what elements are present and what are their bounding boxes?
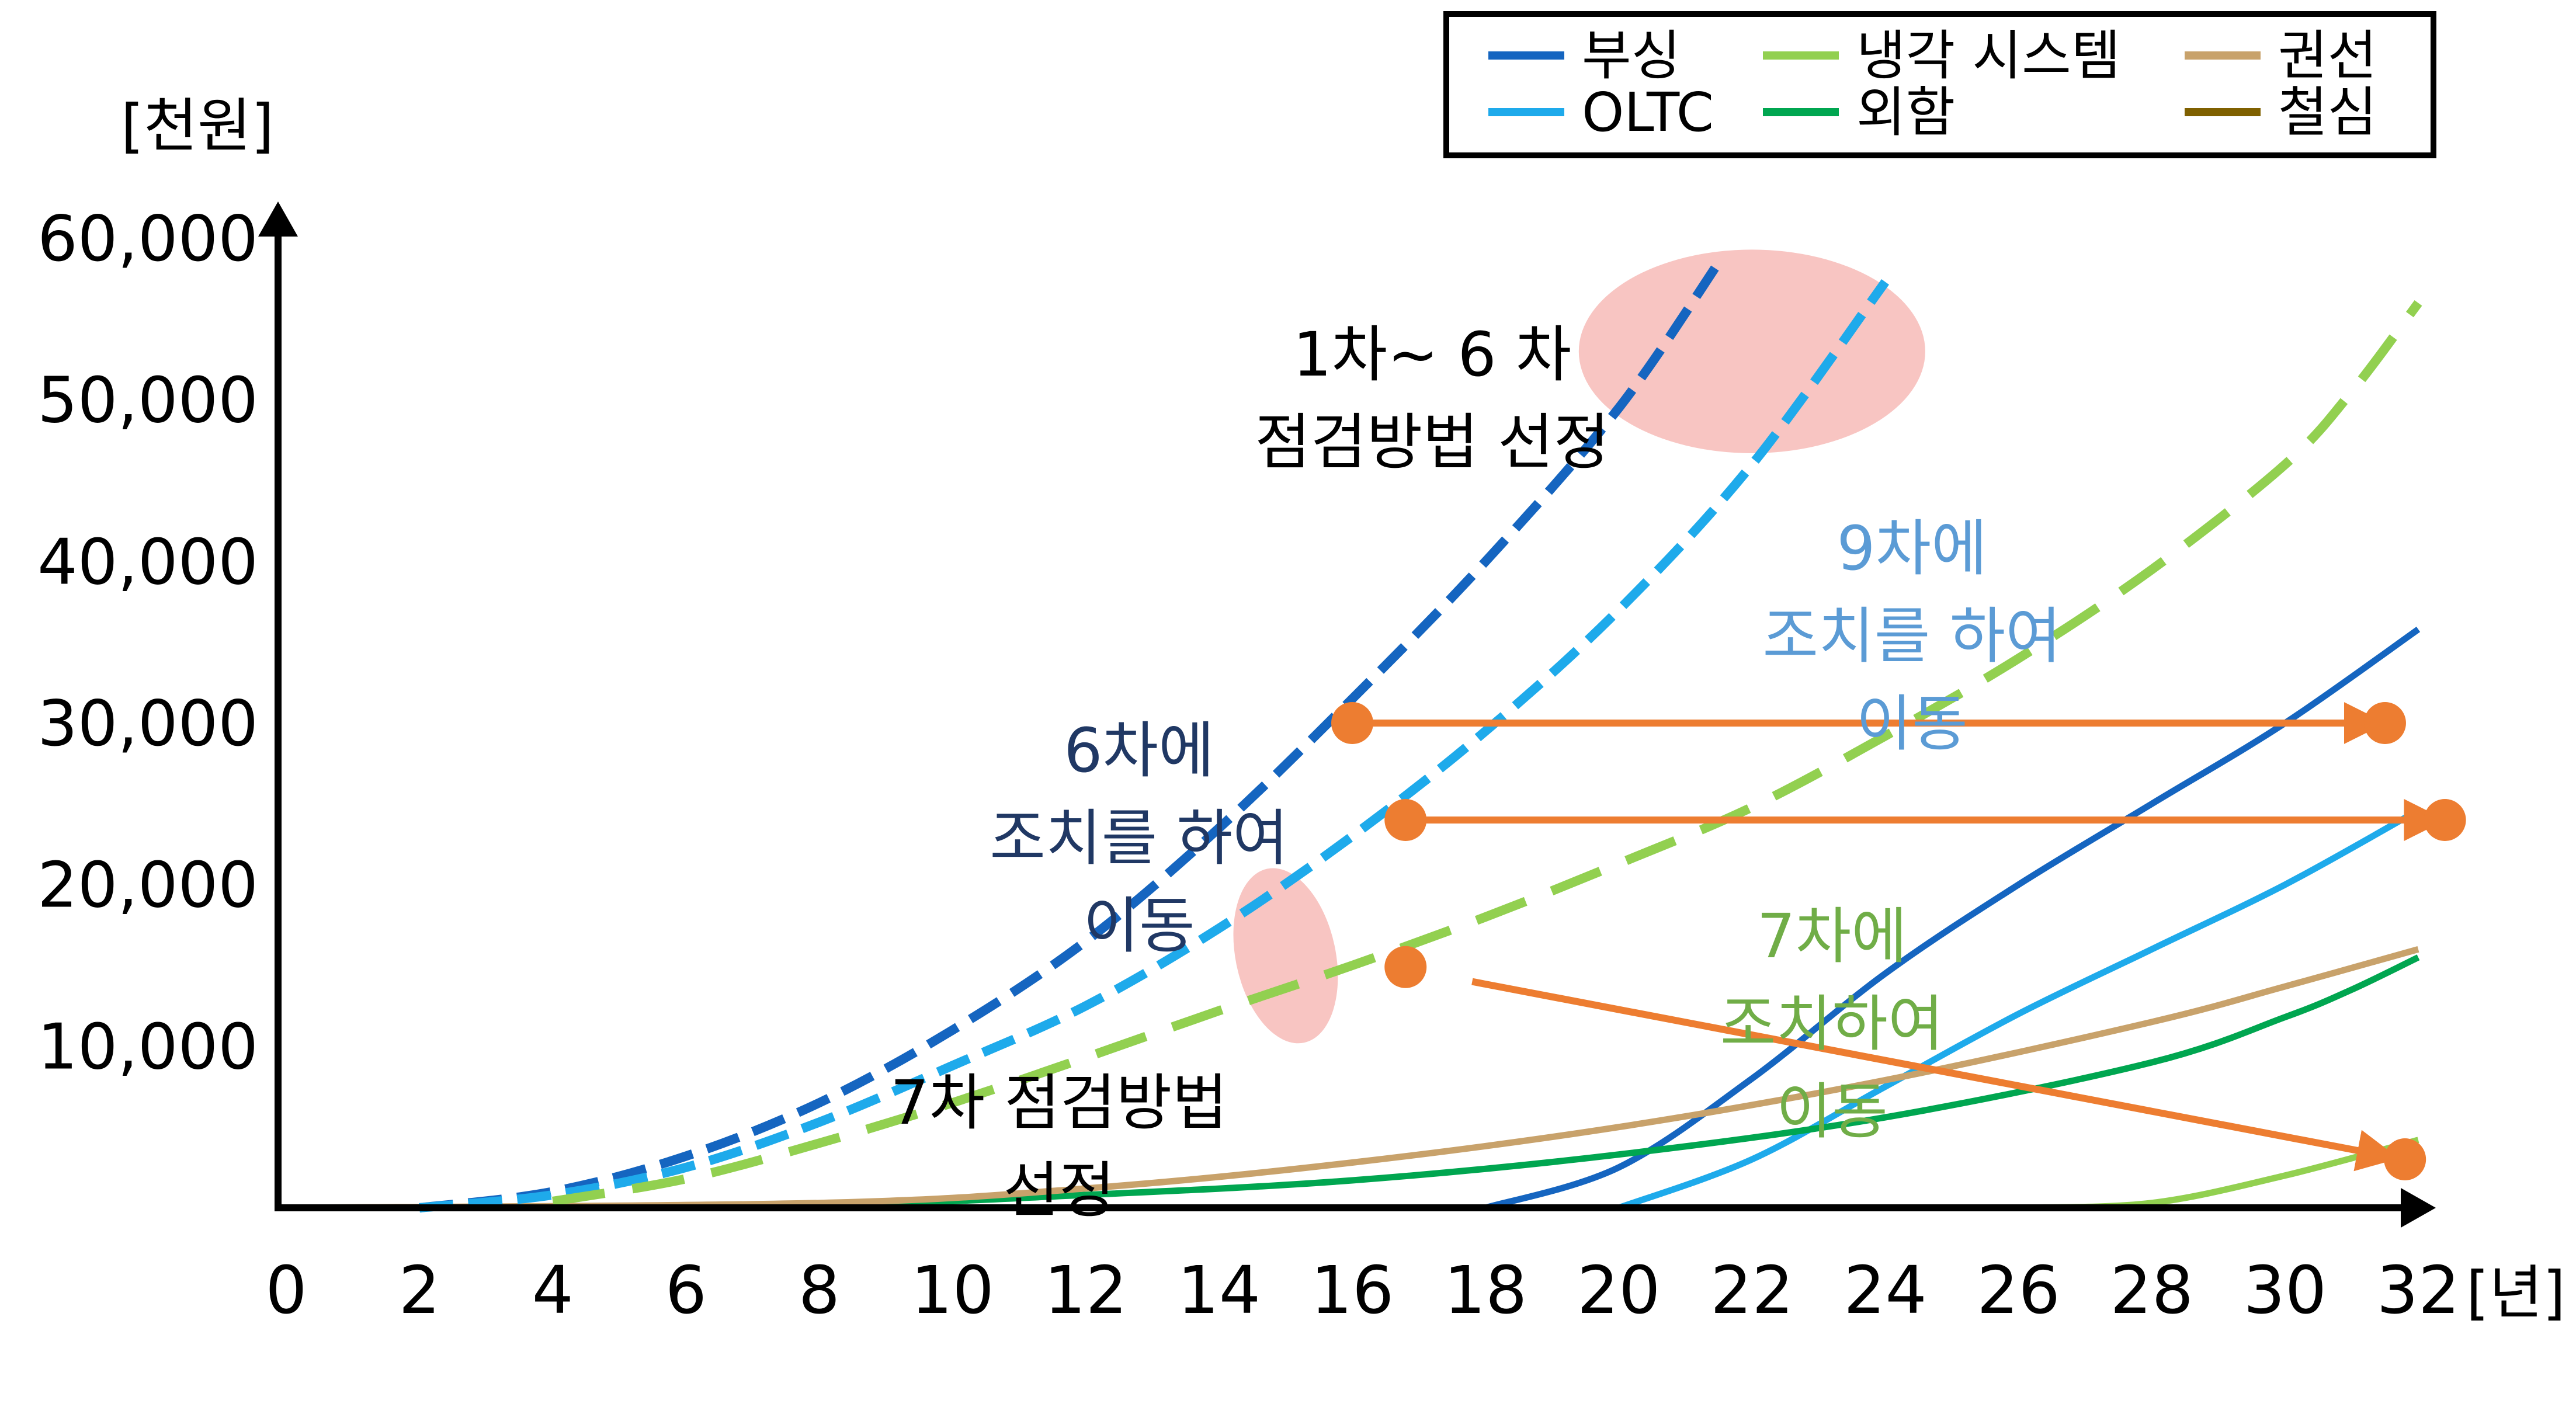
series-line-6 <box>419 279 1889 1212</box>
y-tick-label: 30,000 <box>37 687 258 760</box>
x-tick-label: 16 <box>1311 1253 1394 1329</box>
arrows <box>1372 702 2446 1172</box>
legend-label: 부싱 <box>1582 25 1681 87</box>
x-tick-label: 20 <box>1577 1253 1661 1329</box>
y-tick-label: 10,000 <box>37 1010 258 1083</box>
x-tick-label: 12 <box>1044 1253 1127 1329</box>
x-tick-label: 14 <box>1178 1253 1261 1329</box>
marker-point-3 <box>2424 799 2466 841</box>
axes: 0 2 4 6 8 10 12 14 16 18 20 22 24 26 28 30 3210,00020,00… <box>37 92 2565 1329</box>
annotation-text: 이동 <box>1856 688 1967 759</box>
annotation-text: 7차에 <box>1756 901 1907 972</box>
y-tick-label: 20,000 <box>37 849 258 922</box>
annotation-text: 선정 <box>1003 1155 1115 1226</box>
x-tick-label: 26 <box>1977 1253 2060 1329</box>
x-tick-label: 2 <box>398 1253 440 1329</box>
annotation-text: 이동 <box>1083 890 1195 961</box>
annotation-text: 7차 점검방법 <box>890 1067 1228 1138</box>
x-tick-label: 30 <box>2244 1253 2327 1329</box>
x-tick-label: 0 <box>265 1253 307 1329</box>
y-axis-unit-label: [천원] <box>121 92 274 160</box>
x-tick-label: 10 <box>911 1253 994 1329</box>
series-line-1 <box>1617 807 2420 1211</box>
y-tick-label: 50,000 <box>37 364 258 437</box>
marker-point-2 <box>1384 799 1427 841</box>
series-line-4 <box>286 946 2419 1211</box>
marker-point-4 <box>1384 946 1427 988</box>
legend-label: OLTC <box>1582 81 1714 144</box>
x-tick-label: 8 <box>799 1253 840 1329</box>
x-tick-label: 18 <box>1444 1253 1527 1329</box>
highlight-ellipses <box>1233 249 1925 1044</box>
legend-box <box>1443 11 2436 158</box>
annotation-text: 9차에 <box>1836 513 1987 584</box>
y-axis-arrowhead <box>258 201 298 237</box>
highlight-ellipse-0 <box>1578 249 1925 453</box>
series-line-7 <box>551 300 2422 1206</box>
legend-label: 철심 <box>2278 81 2377 144</box>
x-tick-label: 6 <box>665 1253 707 1329</box>
x-tick-label: 22 <box>1710 1253 1794 1329</box>
x-tick-label: 4 <box>532 1253 574 1329</box>
annotation-text: 점검방법 선정 <box>1255 406 1609 478</box>
y-tick-label: 40,000 <box>37 526 258 599</box>
y-tick-label: 60,000 <box>37 203 258 276</box>
annotation-text: 조치를 하여 <box>990 802 1288 874</box>
annotation-text: 6차에 <box>1064 715 1214 786</box>
x-tick-label: 28 <box>2110 1253 2193 1329</box>
annotation-text: 조치를 하여 <box>1762 600 2061 672</box>
markers <box>1331 702 2466 1180</box>
annotation-text: 이동 <box>1776 1076 1888 1147</box>
marker-point-5 <box>2384 1138 2426 1180</box>
annotation-text: 1차~ 6 차 <box>1293 319 1571 390</box>
x-axis-unit-label: [년] <box>2466 1259 2565 1327</box>
legend-label: 권선 <box>2278 25 2377 87</box>
annotation-text: 조치하여 <box>1720 988 1944 1059</box>
marker-point-0 <box>1331 702 1373 744</box>
arrow-2 <box>1471 978 2399 1172</box>
x-tick-label: 32 <box>2377 1253 2460 1329</box>
x-tick-label: 24 <box>1844 1253 1927 1329</box>
marker-point-1 <box>2363 702 2406 744</box>
legend-label: 외함 <box>1856 81 1955 144</box>
legend-label: 냉각 시스템 <box>1856 25 2120 87</box>
x-axis-arrowhead <box>2401 1188 2436 1228</box>
series-line-5 <box>419 259 1723 1212</box>
